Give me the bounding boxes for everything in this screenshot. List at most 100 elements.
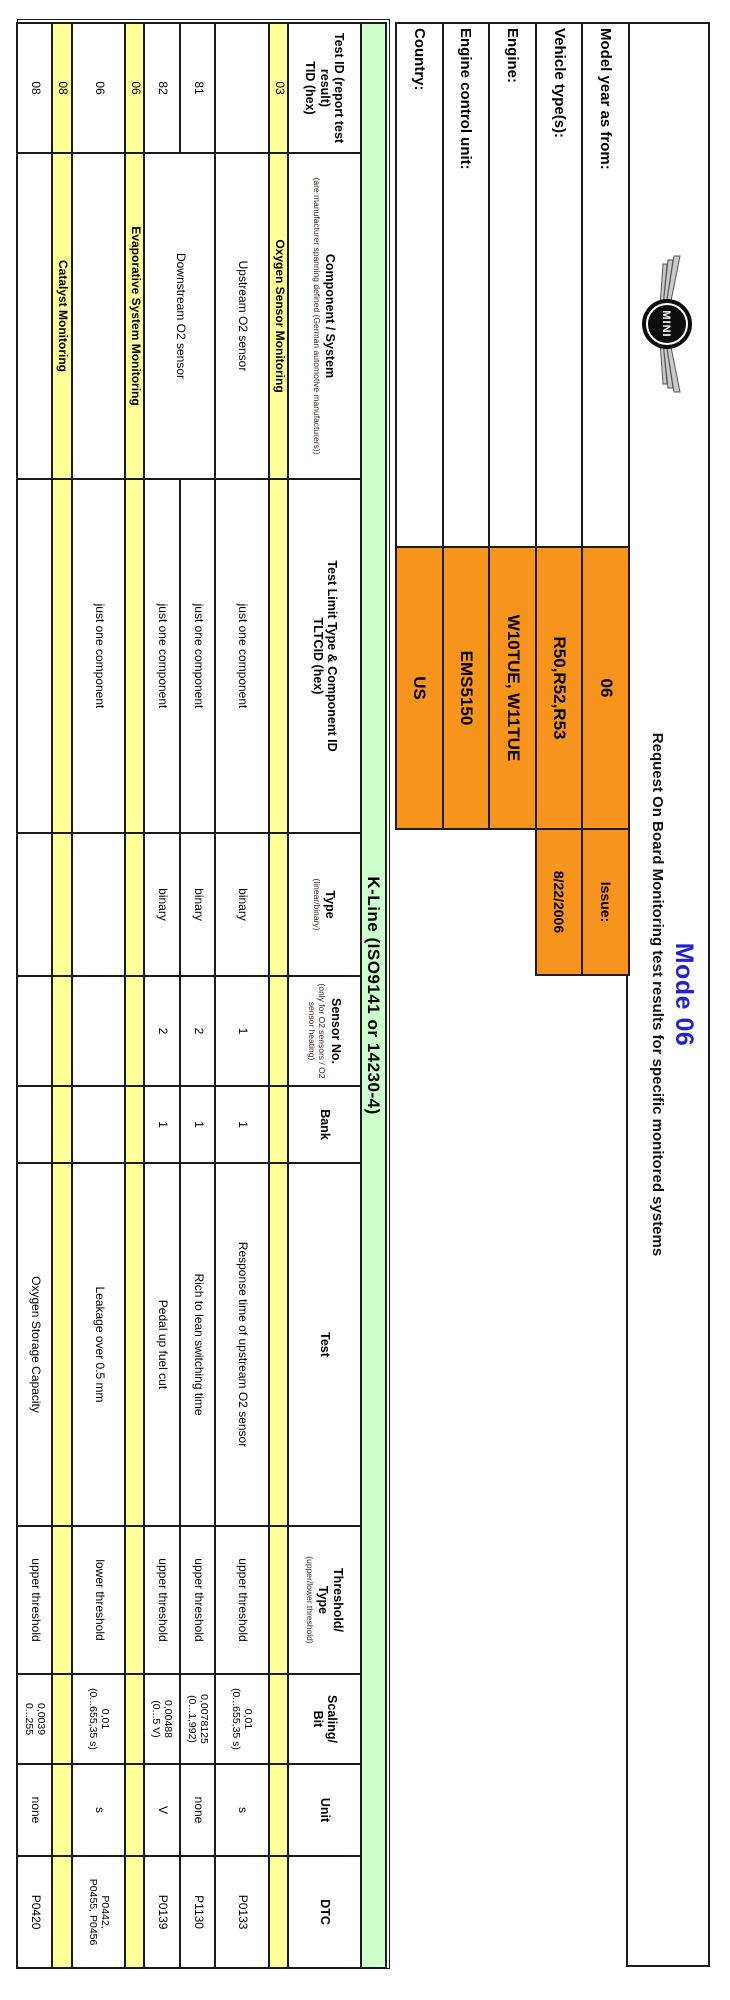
bank-cell: 1 — [215, 1086, 270, 1163]
issue-date: 8/22/2006 — [535, 829, 583, 975]
dtc-cell: P0139 — [144, 1856, 181, 1969]
scaling-cell: 0,0039 0...255 — [17, 1674, 53, 1764]
empty-cell — [269, 1856, 289, 1969]
scaling-cell: 0,00488 (0...5 V) — [144, 1674, 181, 1764]
mode06-test-table: K-Line (ISO9141 or 14230-4) Test ID (rep… — [16, 22, 387, 1969]
empty-cell — [125, 833, 145, 976]
empty-cell — [52, 1086, 73, 1163]
sensor-cell — [72, 976, 126, 1086]
unit-cell: none — [17, 1764, 53, 1856]
col-header-dtc: DTC — [288, 1856, 361, 1969]
test-row-06: 06 just one component Leakage over 0.5 m… — [72, 23, 126, 1969]
info-row-ecu: Engine control unit: EMS5150 — [442, 23, 490, 975]
engine-value: W10TUE, W11TUE — [489, 547, 536, 829]
empty-cell — [125, 1163, 145, 1526]
section-name: Evaporative System Monitoring — [125, 153, 145, 479]
info-row-engine: Engine: W10TUE, W11TUE — [489, 23, 536, 975]
section-name: Oxygen Sensor Monitoring — [269, 153, 289, 479]
type-cell: binary — [144, 833, 181, 976]
component-cell: Downstream O2 sensor — [144, 153, 216, 479]
threshold-cell: lower threshold — [72, 1526, 126, 1674]
component-cell — [72, 153, 126, 479]
type-header-subtext: (linear/binary) — [312, 878, 323, 931]
unit-cell: s — [215, 1764, 270, 1856]
unit-cell: V — [144, 1764, 181, 1856]
tltcid-cell: just one component — [72, 479, 126, 833]
threshold-cell: upper threshold — [144, 1526, 181, 1674]
type-cell: binary — [180, 833, 216, 976]
empty-cell — [269, 976, 289, 1086]
bank-cell: 1 — [180, 1086, 216, 1163]
tltcid-cell — [17, 479, 53, 833]
col-header-tltcid: Test Limit Type & Component ID TLTCID (h… — [288, 479, 361, 833]
empty-cell — [52, 479, 73, 833]
info-row-country: Country: US — [396, 23, 443, 975]
sensor-cell — [17, 976, 53, 1086]
section-tid: 08 — [52, 23, 73, 153]
section-tid: 03 — [269, 23, 289, 153]
type-cell — [17, 833, 53, 976]
bank-cell — [17, 1086, 53, 1163]
col-header-test: Test — [288, 1163, 361, 1526]
kline-banner: K-Line (ISO9141 or 14230-4) — [361, 23, 386, 1969]
info-row-vehicle-type: Vehicle type(s): R50,R52,R53 8/22/2006 — [535, 23, 583, 975]
type-cell: binary — [215, 833, 270, 976]
empty-cell — [52, 1526, 73, 1674]
section-row-catalyst: 08 Catalyst Monitoring — [52, 23, 73, 1969]
tltcid-cell: just one component — [215, 479, 270, 833]
vehicle-type-label: Vehicle type(s): — [535, 23, 583, 547]
empty-cell — [125, 1526, 145, 1674]
page-subtitle: Request On Board Monitoring test results… — [649, 732, 666, 1257]
country-value: US — [396, 547, 443, 829]
section-row-evaporative: 06 Evaporative System Monitoring — [125, 23, 145, 1969]
test-cell: Rich to lean switching time — [180, 1163, 216, 1526]
empty-cell — [269, 479, 289, 833]
vehicle-type-value: R50,R52,R53 — [535, 547, 583, 829]
threshold-header-subtext: (upper/lower threshold) — [304, 1556, 315, 1644]
type-cell — [72, 833, 126, 976]
test-row-08: 08 Oxygen Storage Capacity upper thresho… — [17, 23, 53, 1969]
threshold-cell: upper threshold — [17, 1526, 53, 1674]
sensor-cell: 2 — [144, 976, 181, 1086]
spacer — [396, 829, 443, 975]
test-row-upstream: Upstream O2 sensor just one component bi… — [215, 23, 270, 1969]
col-header-component: Component / System (are manufacturer spa… — [288, 153, 361, 479]
component-cell: Upstream O2 sensor — [215, 153, 270, 479]
model-year-label: Model year as from: — [582, 23, 629, 547]
threshold-header-text: Threshold/ Type — [316, 1568, 345, 1632]
tltcid-header-text: Test Limit Type & Component ID TLTCID (h… — [310, 560, 340, 752]
empty-cell — [125, 1856, 145, 1969]
tid-cell: 06 — [72, 23, 126, 153]
dtc-cell: P1130 — [180, 1856, 216, 1969]
engine-label: Engine: — [489, 23, 536, 547]
test-cell: Oxygen Storage Capacity — [17, 1163, 53, 1526]
titles: Mode 06 Request On Board Monitoring test… — [628, 24, 708, 1965]
tid-header-text: Test ID (report test result) TID (hex) — [303, 32, 347, 144]
mini-logo: MINI — [640, 254, 694, 394]
col-header-scaling: Scaling/ Bit — [288, 1674, 361, 1764]
sensor-cell: 2 — [180, 976, 216, 1086]
header-row: Test ID (report test result) TID (hex) C… — [288, 23, 361, 1969]
empty-cell — [125, 1674, 145, 1764]
empty-cell — [269, 833, 289, 976]
spacer — [443, 829, 490, 975]
sensor-header-subtext: (only for O2 sensors / O2 sensor heating… — [306, 983, 328, 1079]
dtc-cell: P0420 — [17, 1856, 53, 1969]
empty-cell — [125, 1086, 145, 1163]
col-header-tid: Test ID (report test result) TID (hex) — [288, 23, 361, 153]
issue-label: Issue: — [582, 829, 629, 975]
test-cell: Pedal up fuel cut — [144, 1163, 181, 1526]
section-name: Catalyst Monitoring — [52, 153, 73, 479]
component-header-subtext: (are manufacturer spanning defined (Germ… — [312, 177, 323, 455]
empty-cell — [125, 976, 145, 1086]
scaling-cell: 0,01 (0...655,35 s) — [215, 1674, 270, 1764]
empty-cell — [269, 1526, 289, 1674]
dtc-cell: P0442, P0455, P0456 — [72, 1856, 126, 1969]
empty-cell — [52, 1764, 73, 1856]
bank-cell: 1 — [144, 1086, 181, 1163]
title-band: MINI Mode 06 Request On Board Monitoring… — [626, 22, 710, 1967]
tid-cell: 81 — [180, 23, 216, 153]
col-header-unit: Unit — [288, 1764, 361, 1856]
